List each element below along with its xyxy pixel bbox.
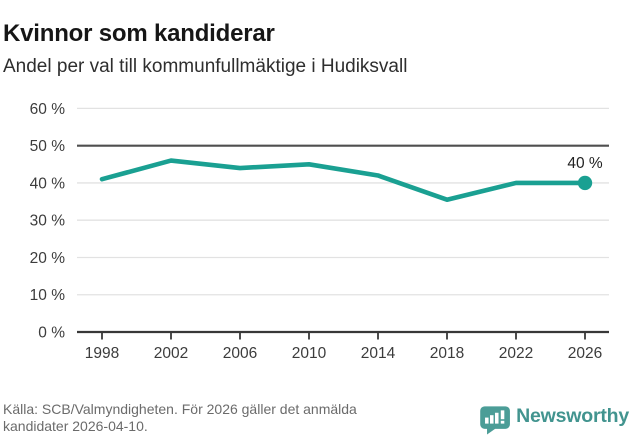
end-point-marker: [577, 175, 593, 191]
y-axis-tick-label: 10 %: [30, 287, 66, 304]
chart-subtitle: Andel per val till kommunfullmäktige i H…: [3, 56, 408, 77]
logo-exclamation-dot: [500, 420, 505, 424]
x-axis-tick-label: 1998: [85, 345, 119, 362]
logo-bar-tall: [494, 412, 499, 424]
chart-title: Kvinnor som kandiderar: [3, 20, 275, 48]
y-axis-tick-label: 0 %: [38, 325, 65, 342]
x-axis-tick-label: 2018: [430, 345, 464, 362]
x-axis-tick-label: 2002: [154, 345, 188, 362]
x-axis-tick-label: 2006: [223, 345, 257, 362]
y-axis-tick-label: 20 %: [30, 250, 66, 267]
data-line: [99, 158, 588, 203]
logo-exclamation-bar: [500, 410, 505, 420]
x-axis-tick-label: 2014: [361, 345, 396, 362]
source-note-line1: Källa: SCB/Valmyndigheten. För 2026 gäll…: [3, 401, 357, 417]
logo-bar-medium: [490, 415, 494, 424]
source-note-line2: kandidater 2026-04-10.: [3, 417, 148, 434]
x-axis-tick-label: 2022: [499, 345, 533, 362]
y-axis-tick-label: 30 %: [30, 213, 66, 230]
newsworthy-wordmark: Newsworthy: [516, 405, 629, 427]
y-axis-tick-label: 60 %: [30, 101, 66, 118]
x-axis-tick-label: 2026: [568, 345, 602, 362]
y-axis-tick-label: 40 %: [30, 175, 66, 192]
logo-bar-small: [485, 417, 489, 424]
source-note: Källa: SCB/Valmyndigheten. För 2026 gäll…: [3, 401, 403, 434]
x-axis-tick-label: 2010: [292, 345, 327, 362]
y-axis-tick-label: 50 %: [30, 138, 66, 155]
newsworthy-logo[interactable]: Newsworthy: [479, 401, 629, 439]
end-point-label: 40 %: [567, 155, 603, 172]
newsworthy-icon: [480, 406, 510, 435]
